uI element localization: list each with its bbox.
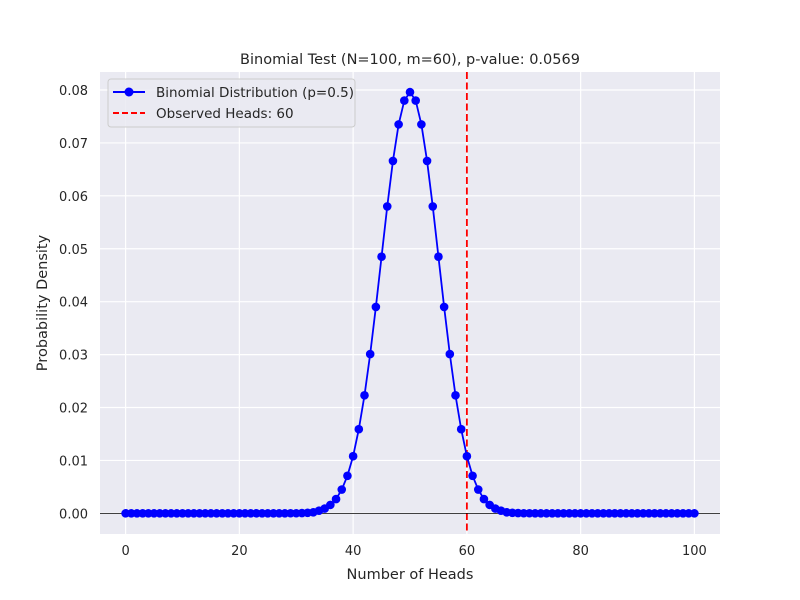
x-tick-label: 60 (459, 544, 476, 559)
data-point (479, 494, 489, 504)
y-tick-label: 0.02 (59, 402, 88, 417)
data-point (405, 87, 415, 97)
plot-area (100, 72, 720, 534)
data-point (439, 302, 449, 312)
data-point (400, 96, 409, 105)
data-point (371, 302, 381, 312)
data-point (434, 252, 443, 261)
data-point (456, 424, 466, 434)
data-point (382, 202, 392, 211)
data-point (348, 451, 358, 461)
data-point (428, 202, 438, 211)
data-point (354, 424, 364, 434)
data-point (326, 500, 335, 510)
x-tick-label: 0 (121, 544, 129, 559)
y-tick-label: 0.08 (59, 84, 88, 99)
data-point (451, 391, 460, 400)
legend-box (107, 78, 356, 128)
series-layer (121, 87, 699, 518)
data-point (422, 156, 432, 166)
y-axis-label: Probability Density (35, 234, 51, 371)
data-point (462, 451, 472, 461)
x-tick-labels: 0 20 40 60 80 100 (121, 544, 706, 559)
y-tick-label: 0.07 (59, 137, 88, 152)
data-point (360, 391, 369, 400)
x-tick-label: 20 (231, 544, 248, 559)
data-point (417, 120, 426, 129)
data-point (337, 485, 347, 494)
legend-series-label: Binomial Distribution (p=0.5) (156, 85, 354, 101)
y-tick-labels: 0.00 0.01 0.02 0.03 0.04 0.05 0.06 0.07 0.08 (59, 84, 88, 522)
y-tick-label: 0.01 (59, 454, 88, 469)
data-point (445, 349, 455, 359)
data-point (365, 349, 375, 359)
y-tick-label: 0.05 (59, 243, 88, 258)
y-tick-label: 0.03 (59, 349, 88, 364)
x-axis-label: Number of Heads (347, 567, 474, 583)
y-tick-label: 0.04 (59, 296, 88, 311)
data-point (331, 494, 341, 504)
legend: Binomial Distribution (p=0.5) Observed H… (107, 78, 356, 128)
legend-series-marker (124, 87, 134, 97)
chart-title: Binomial Test (N=100, m=60), p-value: 0.… (240, 52, 580, 68)
legend-observed-label: Observed Heads: 60 (156, 106, 294, 122)
data-point (468, 471, 477, 481)
x-tick-label: 100 (682, 544, 707, 559)
y-tick-label: 0.00 (59, 507, 88, 522)
x-tick-label: 40 (345, 544, 362, 559)
y-tick-label: 0.06 (59, 190, 88, 205)
data-point (394, 120, 403, 129)
data-point (473, 485, 483, 494)
x-tick-label: 80 (572, 544, 589, 559)
data-point (343, 471, 352, 481)
data-point (388, 156, 398, 166)
data-point (377, 252, 386, 261)
data-point (411, 96, 420, 105)
data-point (690, 509, 699, 518)
